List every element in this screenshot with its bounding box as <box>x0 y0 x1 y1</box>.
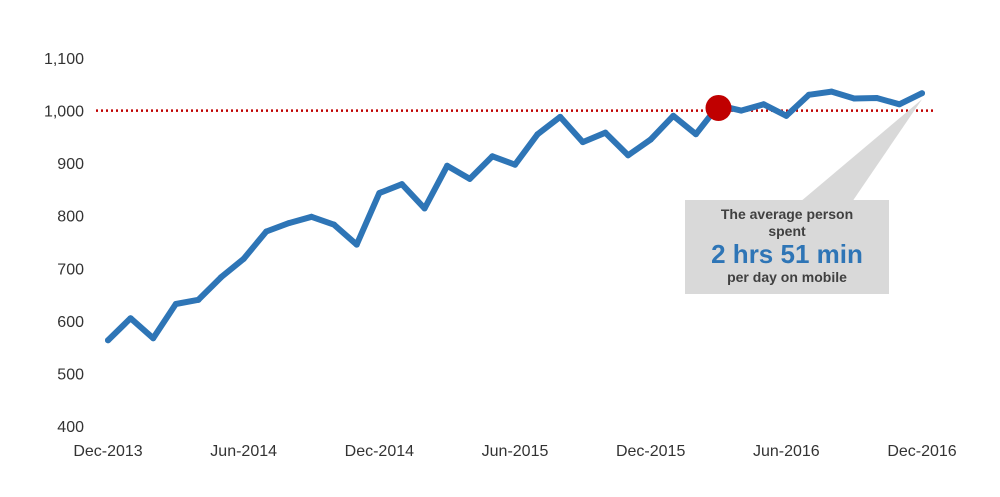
annotation-line3: per day on mobile <box>727 269 847 285</box>
x-tick-label: Dec-2014 <box>345 443 414 460</box>
y-tick-label: 900 <box>57 156 84 173</box>
data-point <box>127 315 134 322</box>
data-point <box>398 181 405 188</box>
x-axis: Dec-2013 Jun-2014 Dec-2014 Jun-2015 Dec-2015… <box>73 443 956 460</box>
data-point <box>783 112 790 119</box>
data-point <box>105 337 111 344</box>
y-tick-label: 1,000 <box>44 104 84 121</box>
data-point <box>873 94 880 101</box>
annotation-line2: spent <box>768 223 806 239</box>
data-point <box>851 95 858 102</box>
data-point <box>331 221 338 228</box>
data-point <box>353 241 360 248</box>
x-tick-label: Dec-2016 <box>887 443 956 460</box>
data-point <box>760 101 767 108</box>
y-tick-label: 600 <box>57 314 84 331</box>
data-point <box>240 255 247 262</box>
y-tick-label: 500 <box>57 366 84 383</box>
y-axis: 400 500 600 700 800 900 1,000 1,100 <box>44 51 84 436</box>
data-point <box>738 107 745 114</box>
data-point <box>376 190 383 197</box>
annotation-callout: The average person spent 2 hrs 51 min pe… <box>685 200 889 294</box>
data-point <box>285 220 292 227</box>
y-tick-label: 400 <box>57 419 84 436</box>
x-tick-label: Jun-2015 <box>482 443 549 460</box>
data-point <box>670 112 677 119</box>
y-tick-label: 1,100 <box>44 51 84 68</box>
data-point <box>557 113 564 120</box>
y-tick-label: 800 <box>57 209 84 226</box>
callout-pointer <box>800 99 922 202</box>
x-tick-label: Jun-2014 <box>210 443 277 460</box>
data-point <box>172 301 179 308</box>
data-point <box>421 205 428 212</box>
data-point <box>805 91 812 98</box>
data-point <box>308 213 315 220</box>
data-point <box>263 228 270 235</box>
data-point <box>512 161 518 168</box>
data-point <box>828 88 835 95</box>
y-tick-label: 700 <box>57 261 84 278</box>
data-point <box>692 131 699 138</box>
x-tick-label: Dec-2015 <box>616 443 685 460</box>
x-tick-label: Jun-2016 <box>753 443 820 460</box>
data-point <box>896 101 903 108</box>
data-point <box>218 274 225 281</box>
data-point <box>150 335 157 342</box>
annotation-line1: The average person <box>720 206 854 222</box>
data-point <box>534 131 541 138</box>
data-point <box>602 129 609 136</box>
data-point <box>466 175 473 182</box>
data-point <box>625 152 632 159</box>
data-point <box>195 296 202 303</box>
data-point <box>647 136 654 143</box>
data-point <box>579 139 586 146</box>
data-point <box>444 162 451 169</box>
data-point <box>489 153 496 160</box>
highlight-point <box>705 94 732 121</box>
annotation-highlight-value: 2 hrs 51 min <box>711 239 863 269</box>
x-tick-label: Dec-2013 <box>73 443 142 460</box>
data-point <box>919 90 925 97</box>
series-points <box>105 88 925 344</box>
